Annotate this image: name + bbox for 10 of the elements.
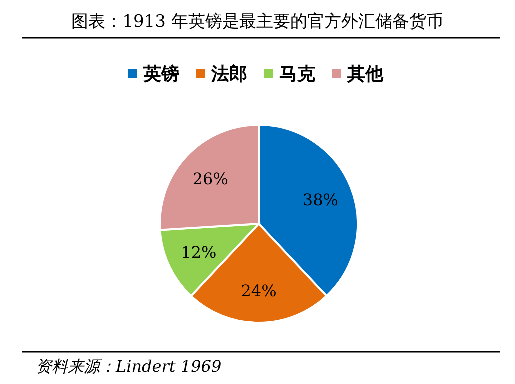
text: 资料来源：Lindert 1969	[36, 357, 222, 376]
data-label: 26%	[192, 170, 228, 189]
data-label: 12%	[181, 243, 217, 262]
legend-label: 其他	[346, 64, 384, 85]
data-label: 24%	[241, 281, 277, 300]
legend-label: 马克	[280, 64, 316, 85]
chart-title: 图表：1913 年英镑是最主要的官方外汇储备货币	[72, 12, 444, 32]
data-label: 38%	[302, 190, 338, 210]
legend-label: 英镑	[142, 64, 180, 85]
legend-label: 法郎	[210, 64, 248, 85]
